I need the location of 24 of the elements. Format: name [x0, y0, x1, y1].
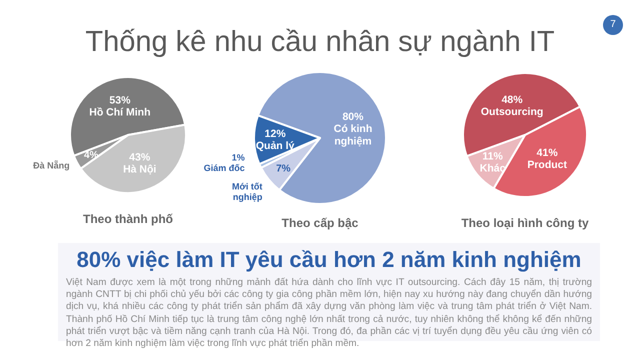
text: Thống kê nhu cầu nhân sự ngành IT [85, 26, 555, 58]
data-label: 48% [502, 94, 524, 106]
text: Theo cấp bậc [282, 216, 359, 230]
slice-label: Mới tốt nghiệp [232, 182, 263, 202]
data-label: 1% [232, 152, 245, 162]
slice-label: Khác [480, 162, 506, 175]
slice-label: Hà Nội [123, 164, 156, 176]
text: 80% việc làm IT yêu cầu hơn 2 năm kinh nghiệm [76, 247, 582, 273]
slice-label: Đà Nẵng [33, 159, 70, 170]
data-label: 53% [109, 94, 132, 107]
data-label: 43% [129, 151, 151, 164]
data-label: 41% [536, 147, 558, 160]
data-label: 12% [264, 128, 286, 140]
slice-label: Hồ Chí Minh [89, 106, 151, 119]
slice-label: Product [527, 159, 568, 172]
text: 7 [603, 15, 623, 35]
text: Theo loại hình công ty [461, 216, 589, 230]
text: Theo thành phố [83, 212, 173, 226]
slice-label: Giám đốc [204, 162, 245, 173]
data-label: 11% [482, 150, 504, 163]
text: Việt Nam được xem là một trong những mảnh đất hứa dành cho lĩnh vực IT outsourcing. Cách đây 15 năm, thị trường ngành CNTT bị chi phối chủ yếu bởi các công ty gia công phần mềm lớn, hiện nay xu hướng này đang chuyển dần hướng dịch vụ, khá nhiều các công ty phát triển sản phẩm đã xây dựng văn phòng làm việc và trung tâm phát triển ở Việt Nam. Thành phố Hồ Chí Minh tiếp tục là trung tâm công nghệ lớn nhất trong cả nước, tuy nhiên không thể không kể đến những phát triển vượt bậc và tiềm năng cạnh tranh của Hà Nội. Trong đó, đa phần các vị trí tuyển dụng đều yêu cầu ứng viên có hơn 2 năm kinh nghiệm làm việc trong lĩnh vực phát triển phần mềm. [66, 277, 592, 350]
slice-label: Có kinh nghiệm [334, 123, 372, 148]
data-label: 80% [342, 111, 364, 124]
slice-label: Outsourcing [480, 106, 544, 118]
